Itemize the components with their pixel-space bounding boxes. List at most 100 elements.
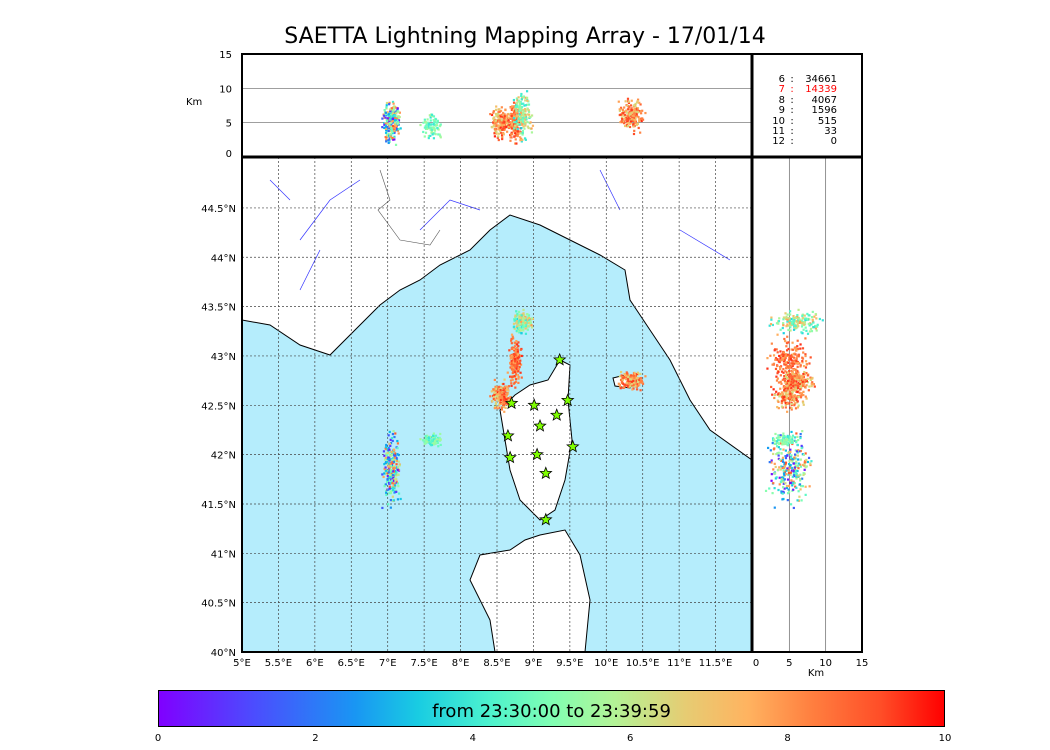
source-point-map — [503, 378, 506, 381]
stats-value: 34661 — [805, 74, 837, 85]
source-point-altitude — [521, 129, 525, 133]
source-point-altitude — [393, 119, 397, 122]
source-point-side — [773, 487, 776, 490]
source-point-map — [388, 456, 391, 460]
source-point-map — [497, 385, 500, 389]
source-point-map — [394, 472, 397, 476]
source-point-map — [636, 376, 639, 380]
source-point-side — [782, 441, 785, 444]
source-point-altitude — [503, 113, 506, 116]
source-point-side — [788, 355, 791, 358]
source-point-side — [780, 395, 784, 398]
source-point-altitude — [627, 111, 631, 115]
source-point-altitude — [514, 132, 517, 135]
source-point-side — [795, 368, 798, 371]
source-point-side — [795, 380, 798, 383]
source-point-side — [798, 474, 801, 477]
source-point-side — [778, 354, 781, 358]
source-point-side — [780, 440, 783, 443]
source-point-altitude — [641, 118, 645, 121]
source-point-altitude — [522, 95, 525, 99]
source-point-side — [792, 328, 796, 331]
source-point-side — [809, 356, 812, 359]
source-point-altitude — [501, 135, 504, 139]
source-point-altitude — [519, 120, 523, 123]
source-point-side — [811, 310, 814, 314]
source-point-side — [791, 484, 794, 487]
source-point-side — [796, 385, 799, 388]
source-point-map — [387, 477, 391, 480]
source-point-altitude — [515, 116, 519, 119]
source-point-side — [795, 361, 798, 364]
source-point-side — [772, 388, 775, 391]
source-point-side — [789, 448, 792, 451]
source-point-altitude — [489, 113, 492, 116]
source-point-altitude — [636, 107, 640, 110]
x-tick-label: 5°E — [233, 658, 251, 669]
source-point-side — [792, 506, 795, 510]
source-point-map — [640, 379, 643, 382]
source-point-side — [788, 321, 791, 324]
source-point-altitude — [384, 126, 387, 129]
source-point-map — [519, 320, 523, 324]
source-point-side — [805, 371, 808, 375]
source-point-side — [791, 359, 794, 362]
source-point-altitude — [627, 100, 630, 103]
source-point-altitude — [493, 132, 496, 135]
source-point-altitude — [628, 105, 631, 109]
side-axis-label: Km — [808, 668, 824, 679]
source-point-map — [506, 386, 509, 389]
source-point-map — [514, 315, 517, 318]
source-point-side — [797, 462, 800, 465]
source-point-side — [776, 358, 779, 361]
source-point-altitude — [617, 100, 620, 103]
source-point-altitude — [383, 123, 386, 126]
source-point-side — [791, 440, 795, 443]
source-point-side — [798, 483, 802, 486]
source-point-side — [797, 395, 800, 399]
source-point-map — [513, 353, 516, 356]
source-point-altitude — [500, 113, 503, 116]
source-point-map — [530, 317, 534, 320]
source-point-side — [783, 363, 786, 366]
source-point-map — [512, 361, 515, 364]
source-point-map — [493, 393, 496, 396]
source-point-side — [804, 466, 807, 469]
source-point-side — [793, 466, 796, 469]
source-point-altitude — [499, 121, 502, 124]
source-point-altitude — [430, 130, 433, 133]
source-point-map — [514, 351, 517, 354]
source-point-side — [779, 365, 783, 368]
source-point-altitude — [628, 117, 631, 120]
source-point-altitude — [636, 122, 639, 126]
source-point-map — [434, 442, 437, 445]
source-point-map — [629, 375, 633, 378]
source-point-side — [785, 486, 789, 490]
source-point-map — [394, 455, 397, 458]
stats-sep: : — [790, 126, 794, 138]
source-point-map — [396, 498, 400, 501]
source-point-altitude — [514, 105, 517, 109]
source-point-side — [784, 463, 787, 466]
source-point-side — [786, 318, 789, 321]
source-point-altitude — [431, 133, 434, 136]
source-point-side — [790, 399, 794, 402]
source-point-map — [512, 322, 516, 325]
source-point-altitude — [527, 126, 530, 130]
source-point-side — [768, 487, 771, 490]
source-point-altitude — [525, 96, 529, 99]
source-point-side — [811, 381, 814, 384]
source-point-side — [787, 341, 790, 344]
source-point-altitude — [392, 108, 395, 111]
source-point-map — [514, 314, 517, 317]
source-point-altitude — [397, 128, 401, 131]
source-point-side — [792, 356, 796, 359]
source-point-altitude — [519, 115, 522, 118]
source-point-side — [804, 395, 807, 398]
source-point-side — [771, 393, 774, 396]
source-point-altitude — [398, 111, 401, 114]
source-point-side — [776, 469, 780, 472]
source-point-altitude — [522, 116, 525, 119]
source-point-map — [392, 448, 395, 451]
source-point-side — [796, 347, 799, 351]
